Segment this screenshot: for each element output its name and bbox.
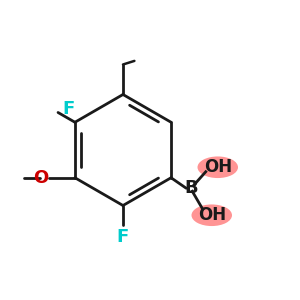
Text: OH: OH xyxy=(204,158,232,176)
Text: O: O xyxy=(33,169,48,187)
Text: F: F xyxy=(117,228,129,246)
Ellipse shape xyxy=(191,204,232,226)
Text: B: B xyxy=(184,179,198,197)
Text: F: F xyxy=(62,100,75,118)
Text: OH: OH xyxy=(198,206,226,224)
Ellipse shape xyxy=(197,156,238,178)
